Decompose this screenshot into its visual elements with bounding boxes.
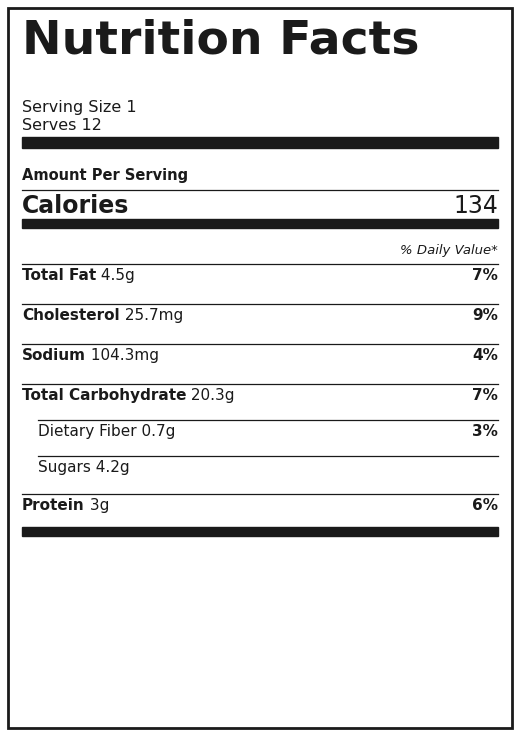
Text: 134: 134 xyxy=(453,194,498,218)
Text: 25.7mg: 25.7mg xyxy=(120,308,183,323)
Text: 7%: 7% xyxy=(472,268,498,283)
Bar xyxy=(22,527,498,536)
Bar xyxy=(22,219,498,228)
Text: 4.5g: 4.5g xyxy=(96,268,135,283)
Text: Cholesterol: Cholesterol xyxy=(22,308,120,323)
Text: Dietary Fiber 0.7g: Dietary Fiber 0.7g xyxy=(38,424,175,439)
Text: Calories: Calories xyxy=(22,194,129,218)
Text: Amount Per Serving: Amount Per Serving xyxy=(22,168,188,183)
Text: Protein: Protein xyxy=(22,498,85,513)
Text: 3%: 3% xyxy=(472,424,498,439)
Text: 4%: 4% xyxy=(472,348,498,363)
Text: Total Carbohydrate: Total Carbohydrate xyxy=(22,388,187,403)
Text: % Daily Value*: % Daily Value* xyxy=(400,244,498,257)
Bar xyxy=(22,137,498,148)
Text: Sugars 4.2g: Sugars 4.2g xyxy=(38,460,129,475)
Text: Nutrition Facts: Nutrition Facts xyxy=(22,18,420,63)
Text: 6%: 6% xyxy=(472,498,498,513)
Text: Serving Size 1: Serving Size 1 xyxy=(22,100,137,115)
Text: Serves 12: Serves 12 xyxy=(22,118,102,133)
Text: 3g: 3g xyxy=(85,498,109,513)
Text: 9%: 9% xyxy=(472,308,498,323)
Text: 104.3mg: 104.3mg xyxy=(86,348,159,363)
Text: Sodium: Sodium xyxy=(22,348,86,363)
Text: 20.3g: 20.3g xyxy=(187,388,235,403)
Text: Total Fat: Total Fat xyxy=(22,268,96,283)
Text: 7%: 7% xyxy=(472,388,498,403)
